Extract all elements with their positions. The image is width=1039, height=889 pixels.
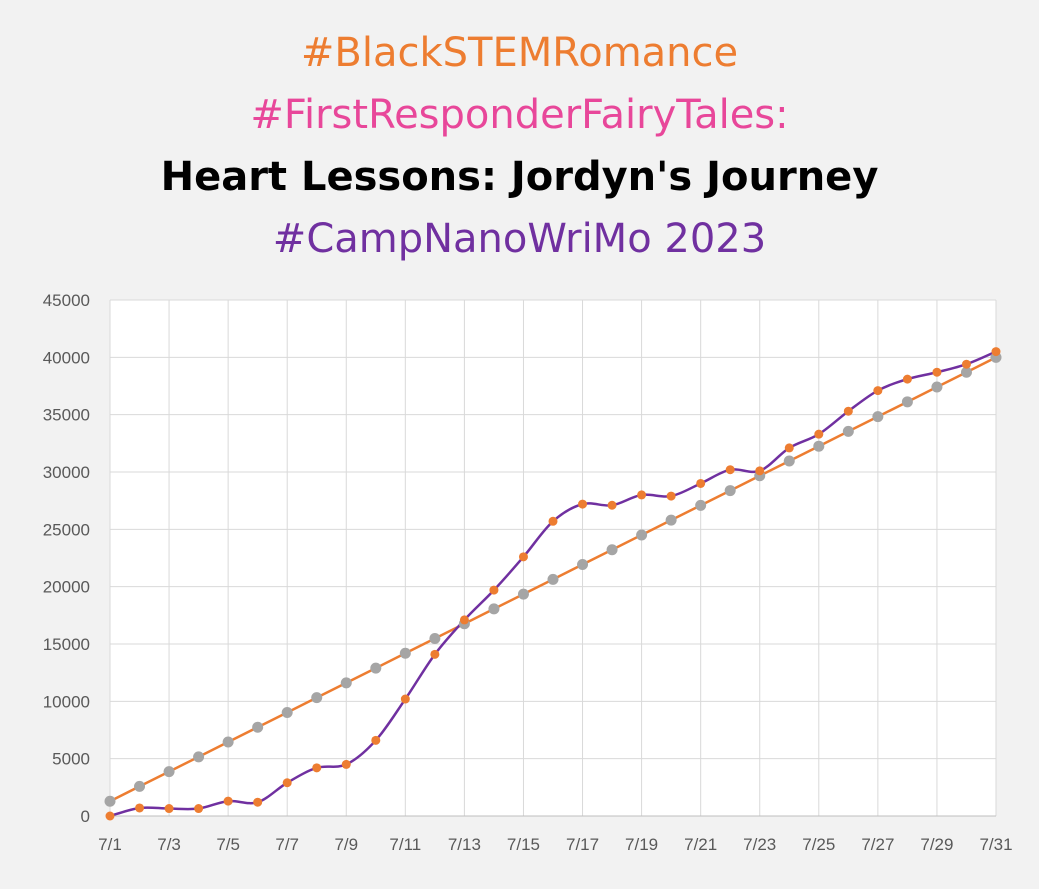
series-1-point — [873, 386, 883, 396]
series-1-point — [518, 552, 528, 562]
series-1-point — [312, 763, 322, 773]
series-1-point — [843, 406, 853, 416]
chart-title-hashtag-fairytales: #FirstResponderFairyTales: — [250, 92, 789, 138]
x-tick-label: 7/27 — [861, 835, 894, 854]
x-tick-label: 7/7 — [275, 835, 299, 854]
series-1-point — [400, 694, 410, 704]
series-1-point — [932, 367, 942, 377]
y-tick-label: 45000 — [43, 291, 90, 310]
series-0-point — [636, 529, 648, 541]
series-0-point — [429, 632, 441, 644]
chart-title-hashtag-stem: #BlackSTEMRomance — [300, 30, 739, 76]
x-tick-label: 7/19 — [625, 835, 658, 854]
series-1-point — [578, 499, 588, 509]
series-1-point — [282, 778, 292, 788]
series-0-point — [901, 396, 913, 408]
series-1-point — [814, 429, 824, 439]
series-1-point — [253, 797, 263, 807]
x-tick-label: 7/13 — [448, 835, 481, 854]
series-1-point — [637, 490, 647, 500]
series-1-point — [784, 443, 794, 453]
y-tick-label: 15000 — [43, 635, 90, 654]
series-0-point — [311, 692, 323, 704]
series-0-point — [252, 721, 264, 733]
series-1-point — [459, 615, 469, 625]
y-tick-label: 35000 — [43, 406, 90, 425]
series-0-point — [665, 514, 677, 526]
series-1-point — [961, 359, 971, 369]
series-1-point — [902, 374, 912, 384]
series-1-point — [755, 466, 765, 476]
x-tick-label: 7/11 — [389, 835, 421, 854]
x-tick-label: 7/1 — [98, 835, 122, 854]
series-0-point — [104, 795, 116, 807]
series-0-point — [134, 780, 146, 792]
y-tick-label: 5000 — [52, 750, 90, 769]
series-0-point — [606, 544, 618, 556]
x-tick-label: 7/31 — [979, 835, 1012, 854]
series-1-point — [725, 465, 735, 475]
series-0-point — [724, 485, 736, 497]
series-1-point — [430, 649, 440, 659]
y-tick-label: 30000 — [43, 463, 90, 482]
y-tick-label: 25000 — [43, 520, 90, 539]
chart-title-book: Heart Lessons: Jordyn's Journey — [160, 154, 879, 200]
x-tick-label: 7/17 — [566, 835, 599, 854]
y-tick-label: 40000 — [43, 348, 90, 367]
series-1-point — [194, 804, 204, 814]
series-0-point — [695, 499, 707, 511]
chart-title-block: #BlackSTEMRomance #FirstResponderFairyTa… — [0, 22, 1039, 270]
series-0-point — [931, 381, 943, 393]
series-1-point — [607, 500, 617, 510]
series-1-point — [489, 585, 499, 595]
y-tick-label: 10000 — [43, 692, 90, 711]
x-tick-label: 7/15 — [507, 835, 540, 854]
series-0-point — [547, 573, 559, 585]
series-0-point — [340, 677, 352, 689]
y-tick-label: 20000 — [43, 578, 90, 597]
series-0-point — [960, 366, 972, 378]
series-1-point — [371, 735, 381, 745]
x-tick-label: 7/29 — [920, 835, 953, 854]
series-0-point — [370, 662, 382, 674]
series-0-point — [577, 559, 589, 571]
series-0-point — [488, 603, 500, 615]
series-1-point — [991, 347, 1001, 357]
series-0-point — [222, 736, 234, 748]
series-1-point — [548, 516, 558, 526]
series-0-point — [813, 440, 825, 452]
series-0-point — [399, 647, 411, 659]
series-0-point — [163, 766, 175, 778]
series-0-point — [842, 425, 854, 437]
x-tick-label: 7/9 — [334, 835, 358, 854]
y-tick-label: 0 — [81, 807, 90, 826]
series-0-point — [517, 588, 529, 600]
series-0-point — [872, 411, 884, 423]
series-1-point — [341, 759, 351, 769]
series-0-point — [783, 455, 795, 467]
series-1-point — [666, 491, 676, 501]
series-1-point — [105, 811, 115, 821]
x-tick-label: 7/23 — [743, 835, 776, 854]
x-tick-label: 7/5 — [216, 835, 240, 854]
plot-area — [110, 300, 996, 816]
series-1-point — [135, 803, 145, 813]
chart-title-camp: #CampNanoWriMo 2023 — [272, 216, 767, 262]
series-1-point — [696, 478, 706, 488]
series-0-point — [281, 706, 293, 718]
x-tick-label: 7/25 — [802, 835, 835, 854]
x-tick-label: 7/21 — [684, 835, 717, 854]
series-1-point — [164, 804, 174, 814]
series-0-point — [193, 751, 205, 763]
x-tick-label: 7/3 — [157, 835, 181, 854]
series-1-point — [223, 796, 233, 806]
